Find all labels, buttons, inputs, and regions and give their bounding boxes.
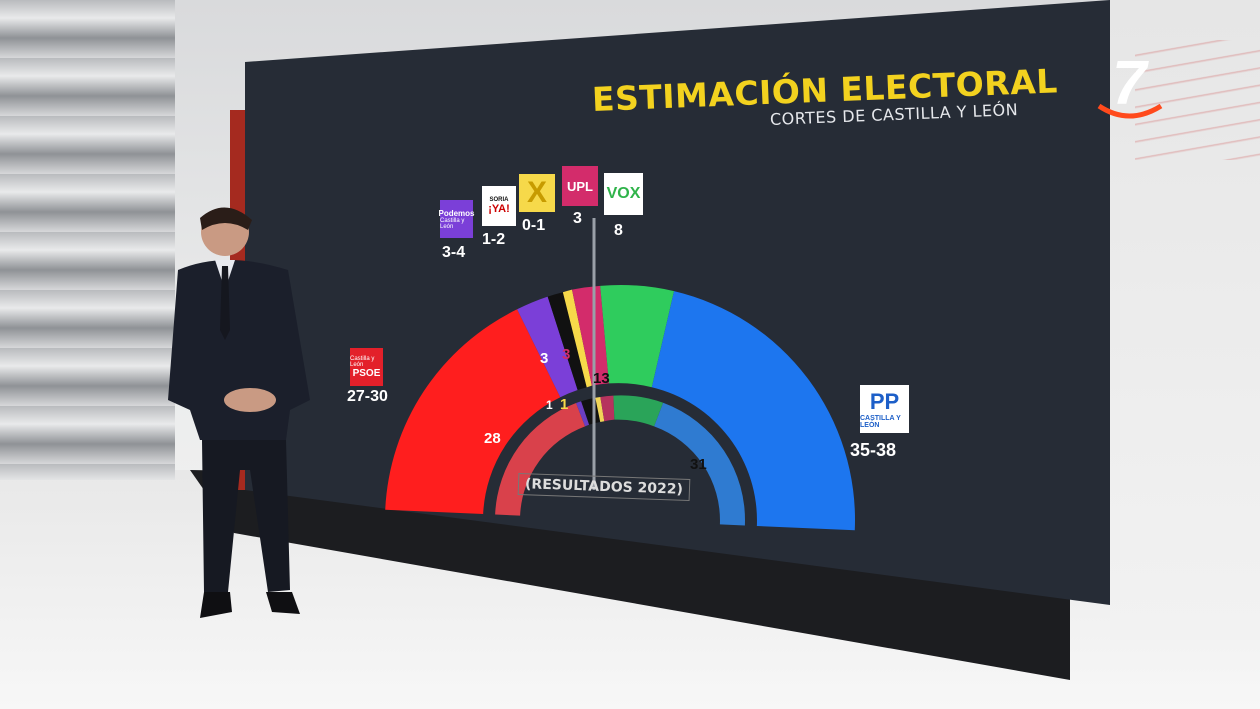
arc-vox <box>600 285 675 388</box>
psoe-logo-text: PSOE <box>352 367 381 379</box>
psoe-logo: Castilla y León PSOE <box>350 348 383 386</box>
xav-logo-text: X <box>526 176 547 209</box>
vox-logo: VOX <box>604 173 643 215</box>
upl-estimate: 3 <box>573 210 582 227</box>
podemos-2022-seats: 1 <box>546 398 553 412</box>
xav-estimate: 0-1 <box>522 217 546 234</box>
vox-estimate: 8 <box>614 222 623 239</box>
soria-2022-seats: 3 <box>540 350 549 367</box>
arc-podemos <box>517 296 578 398</box>
arc2022-psoe <box>495 402 586 516</box>
upl-2022-seats: 3 <box>562 346 571 363</box>
psoe-region-text: Castilla y León <box>350 355 375 368</box>
arc-pp <box>651 291 855 531</box>
upl-logo-text: UPL <box>567 178 593 194</box>
xav-logo: X <box>519 174 555 212</box>
studio-decor <box>1135 40 1260 160</box>
podemos-logo: Podemos Castilla y León <box>438 200 475 238</box>
pp-logo-text: PP <box>869 389 900 414</box>
arc-soria <box>547 292 587 391</box>
pp-2022-seats: 31 <box>690 456 707 473</box>
presenter-figure <box>168 207 310 618</box>
studio-pillar <box>0 0 175 480</box>
psoe-2022-seats: 28 <box>484 430 501 447</box>
arc-upl <box>572 285 609 386</box>
arc2022-pp <box>654 402 745 526</box>
soria-ya-estimate: 1-2 <box>482 231 506 248</box>
xav-2022-seats: 1 <box>560 396 569 413</box>
pp-region-text: CASTILLA Y LEÓN <box>860 415 901 429</box>
pp-estimate: 35-38 <box>850 440 897 460</box>
soria-text: SORIA <box>489 197 509 203</box>
arc2022-vox <box>613 395 664 427</box>
channel-logo: 7 <box>1112 49 1147 118</box>
vox-logo-text: VOX <box>606 185 641 202</box>
podemos-estimate: 3-4 <box>442 244 466 261</box>
soria-logo-text: ¡YA! <box>488 203 510 215</box>
soria-ya-logo: SORIA ¡YA! <box>482 186 516 226</box>
channel-smile-icon <box>1097 103 1163 119</box>
arc2022-podemos <box>576 401 590 427</box>
psoe-estimate: 27-30 <box>347 388 388 405</box>
vox-2022-seats: 13 <box>593 370 610 387</box>
arc-xav <box>562 289 592 388</box>
pp-logo: PP CASTILLA Y LEÓN <box>860 385 909 433</box>
podemos-region-text: Castilla y León <box>440 217 465 230</box>
arc2022-xav <box>595 397 605 423</box>
podemos-logo-text: Podemos <box>438 208 475 218</box>
upl-logo: UPL <box>562 166 598 206</box>
arc2022-upl <box>600 395 615 422</box>
studio-wall <box>1110 0 1260 640</box>
arc-psoe <box>385 309 561 515</box>
